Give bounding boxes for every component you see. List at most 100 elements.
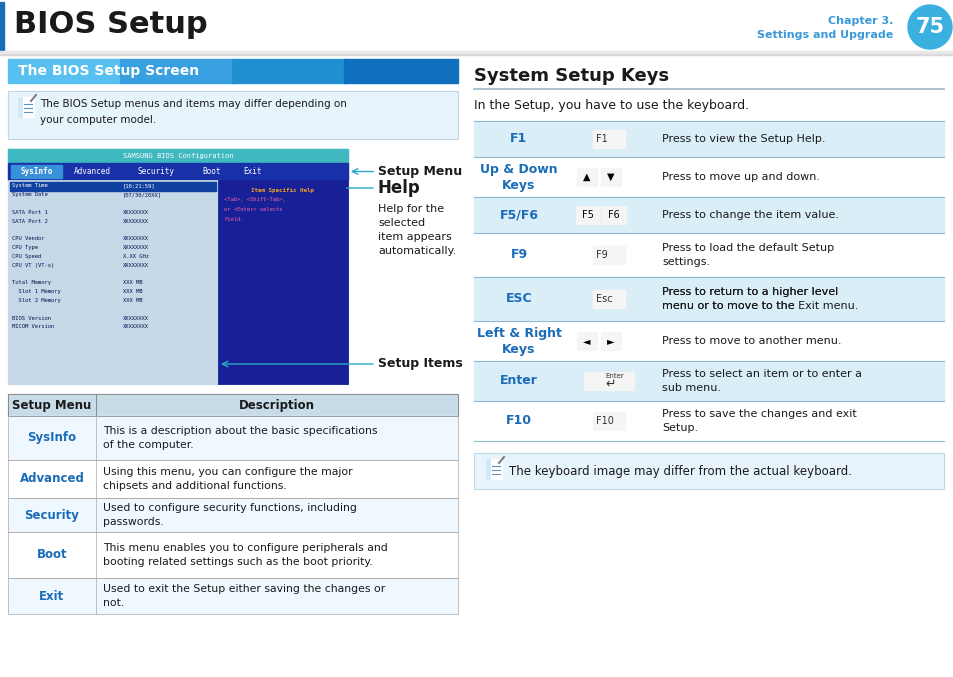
Text: 75: 75: [915, 17, 943, 37]
Bar: [8, 498, 457, 532]
Text: F9: F9: [510, 248, 527, 261]
Text: F10: F10: [596, 416, 613, 426]
Bar: [593, 130, 624, 148]
Text: System Time: System Time: [12, 183, 48, 188]
Bar: [577, 168, 597, 186]
Text: XXX MB: XXX MB: [123, 280, 142, 285]
Text: SATA Port 2: SATA Port 2: [12, 219, 48, 223]
Text: Enter: Enter: [605, 373, 623, 379]
Bar: [600, 168, 620, 186]
Bar: [8, 498, 457, 532]
Bar: [8, 163, 348, 180]
Text: XXXXXXXX: XXXXXXXX: [123, 236, 149, 241]
Bar: [485, 459, 501, 479]
Bar: [474, 233, 943, 277]
Text: CPU Speed: CPU Speed: [12, 254, 41, 259]
Text: Press to load the default Setup
settings.: Press to load the default Setup settings…: [661, 244, 833, 267]
Text: Item Specific Help: Item Specific Help: [252, 188, 314, 193]
Text: Setup Menu: Setup Menu: [377, 165, 461, 178]
Text: SysInfo: SysInfo: [28, 431, 76, 445]
Bar: [8, 532, 457, 578]
Text: CPU Type: CPU Type: [12, 245, 38, 250]
Text: Used to configure security functions, including
passwords.: Used to configure security functions, in…: [103, 503, 356, 527]
Bar: [0, 0, 953, 55]
Bar: [8, 460, 457, 498]
Text: XXX MB: XXX MB: [123, 298, 142, 303]
Text: Security: Security: [138, 167, 174, 176]
Text: Settings and Upgrade: Settings and Upgrade: [756, 30, 892, 40]
Bar: [583, 372, 634, 390]
Text: <Tab>, <Shift-Tab>,: <Tab>, <Shift-Tab>,: [224, 197, 286, 202]
Text: Press to move up and down.: Press to move up and down.: [661, 172, 820, 182]
Text: Press to change the item value.: Press to change the item value.: [661, 210, 838, 220]
Text: ↵: ↵: [605, 378, 616, 391]
Text: Used to exit the Setup either saving the changes or
not.: Used to exit the Setup either saving the…: [103, 584, 385, 608]
Bar: [474, 453, 943, 489]
Text: Help: Help: [377, 179, 420, 197]
Text: Total Memory: Total Memory: [12, 280, 51, 285]
Text: item appears: item appears: [377, 232, 452, 242]
Text: XXXXXXXX: XXXXXXXX: [123, 315, 149, 320]
Text: System Date: System Date: [12, 192, 48, 197]
Text: ►: ►: [607, 336, 614, 346]
Bar: [474, 197, 943, 233]
Text: Using this menu, you can configure the major
chipsets and additional functions.: Using this menu, you can configure the m…: [103, 467, 353, 491]
Text: Setup Menu: Setup Menu: [12, 399, 91, 412]
Text: XXXXXXXX: XXXXXXXX: [123, 263, 149, 267]
Text: F1: F1: [510, 133, 527, 146]
Text: Press to save the changes and exit
Setup.: Press to save the changes and exit Setup…: [661, 410, 856, 433]
Text: XXXXXXXX: XXXXXXXX: [123, 245, 149, 250]
Text: SysInfo: SysInfo: [20, 167, 52, 176]
Text: Description: Description: [239, 399, 314, 412]
Text: CPU VT (VT-x): CPU VT (VT-x): [12, 263, 54, 267]
Bar: [474, 361, 943, 401]
Bar: [577, 332, 597, 350]
Bar: [8, 59, 122, 83]
Bar: [474, 277, 943, 321]
Text: F1: F1: [596, 134, 607, 144]
Text: BIOS Version: BIOS Version: [12, 315, 51, 320]
Bar: [8, 578, 457, 614]
Bar: [593, 412, 624, 430]
Bar: [474, 121, 943, 157]
Text: XXXXXXXX: XXXXXXXX: [123, 210, 149, 215]
Bar: [18, 97, 34, 117]
Bar: [0, 51, 953, 53]
Text: Press to return to a higher level
menu or to move to the Exit menu.: Press to return to a higher level menu o…: [661, 288, 858, 311]
Bar: [8, 578, 457, 614]
Bar: [474, 157, 943, 197]
Text: Advanced: Advanced: [20, 473, 85, 485]
Bar: [600, 332, 620, 350]
Text: Field.: Field.: [224, 217, 243, 222]
Bar: [344, 59, 457, 83]
Bar: [221, 183, 345, 243]
Text: Chapter 3.: Chapter 3.: [827, 16, 892, 26]
Text: This menu enables you to configure peripherals and
booting related settings such: This menu enables you to configure perip…: [103, 543, 387, 567]
Bar: [8, 149, 348, 163]
Bar: [8, 149, 348, 384]
Text: F9: F9: [596, 250, 607, 260]
Bar: [10, 182, 215, 191]
Bar: [232, 59, 346, 83]
Bar: [601, 206, 625, 224]
Text: Press to return to a higher level
menu or to move to the: Press to return to a higher level menu o…: [661, 288, 838, 311]
Text: In the Setup, you have to use the keyboard.: In the Setup, you have to use the keyboa…: [474, 99, 748, 112]
Text: ▲: ▲: [582, 172, 590, 182]
Text: CPU Vendor: CPU Vendor: [12, 236, 45, 241]
Text: System Setup Keys: System Setup Keys: [474, 67, 668, 85]
Text: Exit: Exit: [243, 167, 262, 176]
Text: Boot: Boot: [36, 548, 68, 561]
Bar: [474, 401, 943, 441]
Text: F6: F6: [607, 210, 619, 220]
Text: Left & Right
Keys: Left & Right Keys: [476, 326, 561, 355]
Text: Help for the: Help for the: [377, 204, 444, 214]
Text: XXXXXXXX: XXXXXXXX: [123, 219, 149, 223]
Text: Slot 1 Memory: Slot 1 Memory: [12, 289, 61, 294]
Bar: [11, 165, 62, 178]
Text: The keyboard image may differ from the actual keyboard.: The keyboard image may differ from the a…: [509, 464, 851, 477]
Text: XXX MB: XXX MB: [123, 289, 142, 294]
Bar: [474, 453, 943, 489]
Bar: [18, 97, 22, 117]
Bar: [8, 532, 457, 578]
Bar: [8, 416, 457, 460]
